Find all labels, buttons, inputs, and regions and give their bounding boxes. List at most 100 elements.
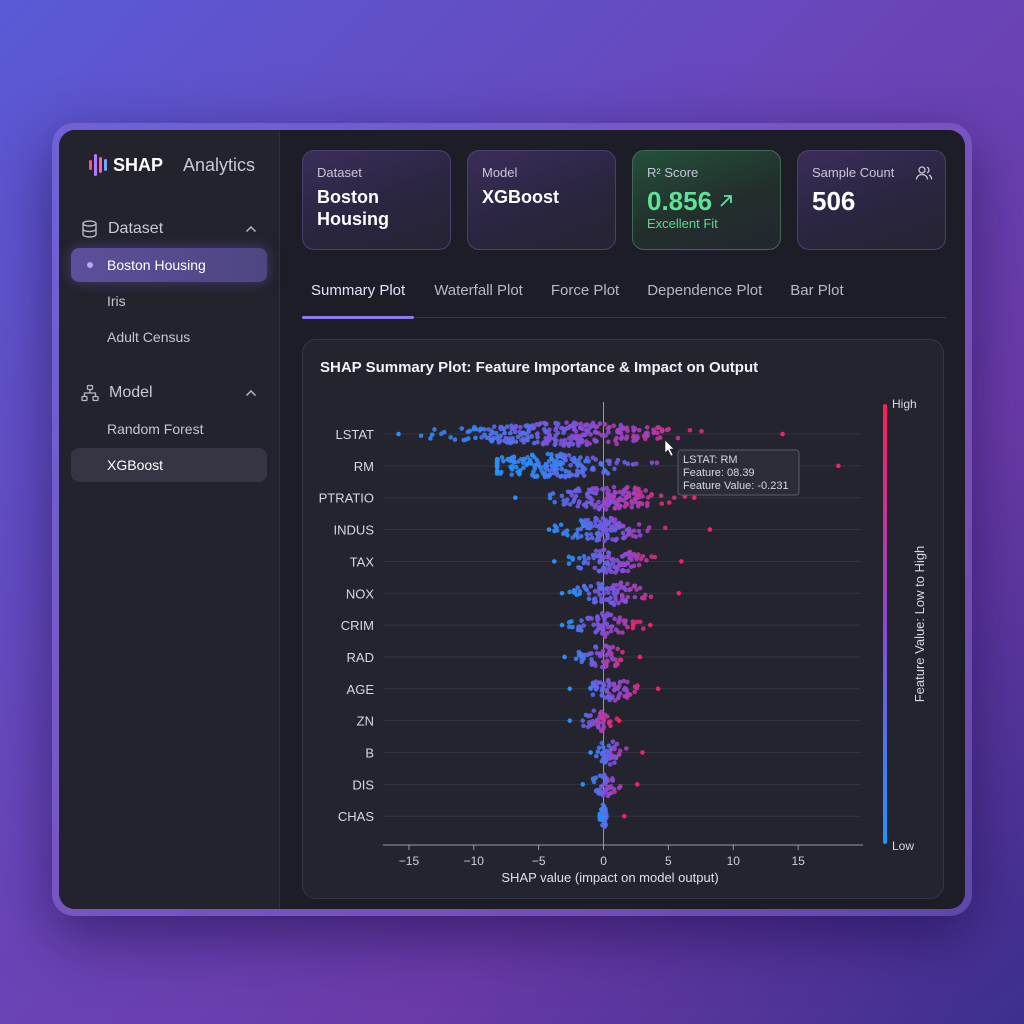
shap-point bbox=[583, 432, 588, 437]
shap-point bbox=[608, 723, 613, 729]
shap-point bbox=[591, 622, 596, 628]
shap-point bbox=[588, 495, 593, 500]
shap-point bbox=[647, 622, 653, 628]
chevron-up-icon[interactable] bbox=[245, 389, 257, 397]
sidebar-item-xgboost[interactable]: XGBoost bbox=[71, 448, 267, 482]
shap-point bbox=[602, 620, 608, 626]
shap-point bbox=[592, 596, 598, 601]
tab-summary-plot[interactable]: Summary Plot bbox=[302, 278, 415, 319]
shap-point bbox=[547, 495, 553, 501]
tab-force-plot[interactable]: Force Plot bbox=[550, 282, 620, 299]
shap-point bbox=[569, 433, 575, 439]
shap-point bbox=[606, 743, 612, 749]
shap-point bbox=[638, 533, 643, 538]
shap-point bbox=[676, 590, 682, 596]
shap-point bbox=[566, 554, 572, 560]
shap-point bbox=[613, 438, 618, 443]
sidebar-item-label: Adult Census bbox=[107, 329, 191, 345]
shap-point bbox=[573, 436, 579, 441]
shap-point bbox=[545, 451, 551, 457]
shap-point bbox=[497, 438, 503, 443]
shap-point bbox=[584, 587, 590, 593]
shap-point bbox=[559, 466, 565, 472]
shap-point bbox=[588, 750, 593, 755]
shap-point bbox=[615, 499, 621, 504]
shap-point bbox=[573, 656, 579, 662]
x-tick-label: −10 bbox=[464, 854, 485, 868]
shap-point bbox=[620, 568, 625, 574]
sidebar-item-label: Iris bbox=[107, 293, 126, 309]
shap-point bbox=[632, 485, 638, 491]
summary-plot-panel: LSTAT RM PTRATIO INDUS TAX NOX CRIM RAD AGE ZN B DI… bbox=[302, 339, 944, 899]
app-window: SHAP Analytics Dataset Boston Housing bbox=[59, 130, 965, 909]
shap-point bbox=[599, 809, 605, 814]
card-value: XGBoost bbox=[482, 187, 560, 207]
shap-point bbox=[610, 694, 615, 699]
sidebar-item-label: Boston Housing bbox=[107, 257, 206, 273]
shap-point bbox=[596, 724, 601, 730]
shap-point bbox=[600, 659, 606, 664]
shap-point bbox=[632, 583, 638, 589]
shap-point bbox=[613, 657, 618, 662]
shap-point bbox=[595, 617, 600, 623]
shap-point bbox=[439, 431, 444, 437]
shap-point bbox=[578, 533, 584, 539]
shap-point bbox=[610, 537, 615, 542]
shap-point bbox=[562, 453, 568, 458]
shap-point bbox=[602, 538, 607, 544]
shap-point bbox=[617, 503, 623, 509]
shap-point bbox=[616, 785, 622, 791]
shap-point bbox=[581, 723, 586, 729]
shap-point bbox=[593, 644, 598, 649]
tab-bar-plot[interactable]: Bar Plot bbox=[790, 282, 844, 299]
shap-point bbox=[563, 441, 569, 446]
r2-score-card: R² Score 0.856 Excellent Fit bbox=[632, 150, 781, 250]
sidebar-item-iris[interactable]: Iris bbox=[71, 284, 267, 318]
shap-summary-chart[interactable]: LSTAT RM PTRATIO INDUS TAX NOX CRIM RAD AGE ZN B DI… bbox=[303, 340, 945, 900]
sidebar-item-adult-census[interactable]: Adult Census bbox=[71, 320, 267, 354]
sidebar-section-dataset[interactable]: Dataset bbox=[71, 212, 267, 246]
shap-point bbox=[593, 775, 599, 780]
shap-point bbox=[594, 516, 600, 522]
shap-point bbox=[631, 528, 637, 534]
shap-point bbox=[613, 595, 618, 600]
shap-point bbox=[601, 745, 606, 750]
shap-point bbox=[495, 434, 501, 440]
tab-dependence-plot[interactable]: Dependence Plot bbox=[647, 282, 763, 299]
chevron-up-icon[interactable] bbox=[245, 225, 257, 233]
shap-point bbox=[577, 565, 582, 571]
shap-point bbox=[626, 494, 632, 499]
shap-point bbox=[618, 581, 623, 587]
shap-point bbox=[598, 523, 604, 528]
shap-point bbox=[599, 611, 605, 616]
shap-point bbox=[642, 436, 648, 442]
shap-point bbox=[596, 790, 601, 796]
shap-point bbox=[606, 493, 612, 498]
sidebar-section-model[interactable]: Model bbox=[71, 376, 267, 410]
shap-point bbox=[612, 746, 617, 752]
sidebar-item-boston-housing[interactable]: Boston Housing bbox=[71, 248, 267, 282]
shap-point bbox=[581, 623, 587, 628]
shap-point bbox=[563, 474, 568, 480]
shap-point bbox=[585, 652, 590, 658]
shap-point bbox=[603, 433, 608, 438]
shap-point bbox=[396, 431, 401, 437]
shap-point bbox=[589, 657, 594, 662]
shap-point bbox=[549, 452, 554, 457]
shap-point bbox=[554, 453, 560, 458]
shap-point bbox=[596, 530, 601, 536]
shap-point bbox=[625, 594, 631, 600]
shap-point bbox=[617, 615, 623, 620]
tab-waterfall-plot[interactable]: Waterfall Plot bbox=[434, 282, 523, 299]
shap-point bbox=[652, 554, 658, 560]
shap-point bbox=[589, 501, 595, 507]
shap-point bbox=[494, 463, 500, 469]
shap-point bbox=[545, 436, 551, 442]
shap-point bbox=[559, 590, 565, 596]
shap-point bbox=[578, 526, 584, 532]
sidebar-item-random-forest[interactable]: Random Forest bbox=[71, 412, 267, 446]
shap-point bbox=[618, 430, 624, 436]
shap-point bbox=[607, 612, 612, 618]
shap-point bbox=[536, 460, 541, 466]
sidebar-item-label: Random Forest bbox=[107, 421, 204, 437]
